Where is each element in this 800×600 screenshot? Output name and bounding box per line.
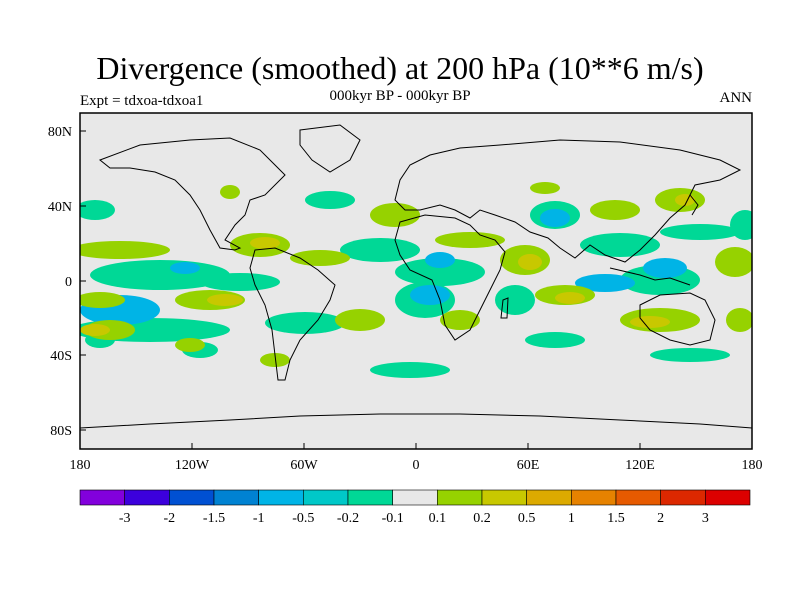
longitude-tick-labels: 180 120W 60W 0 60E 120E 180 <box>70 458 763 473</box>
colorbar-box <box>615 489 661 506</box>
map-title: Divergence (smoothed) at 200 hPa (10**6 … <box>96 50 704 86</box>
colorbar-label: -2 <box>163 511 175 526</box>
colorbar-label: -3 <box>119 511 131 526</box>
colorbar-box <box>258 489 304 506</box>
lon-tick-label: 180 <box>70 458 91 473</box>
colorbar-box <box>437 489 483 506</box>
colorbar <box>79 489 751 506</box>
colorbar-box <box>303 489 349 506</box>
experiment-label: Expt = tdxoa-tdxoa1 <box>80 93 204 109</box>
colorbar-box <box>124 489 170 506</box>
colorbar-label: 2 <box>657 511 664 526</box>
colorbar-label: 1 <box>568 511 575 526</box>
colorbar-box <box>169 489 215 506</box>
lon-tick-label: 0 <box>413 458 420 473</box>
lat-tick-label: 80S <box>50 424 72 439</box>
colorbar-box <box>705 489 751 506</box>
colorbar-label: -0.1 <box>382 511 404 526</box>
coastlines <box>80 124 752 429</box>
lat-tick-label: 80N <box>48 125 72 140</box>
lon-tick-label: 60E <box>517 458 540 473</box>
latitude-tick-labels: 80N 40N 0 40S 80S <box>48 125 72 439</box>
colorbar-box <box>481 489 527 506</box>
colorbar-label: 3 <box>702 511 709 526</box>
lat-tick-label: 40N <box>48 200 72 215</box>
divergence-field <box>80 124 752 429</box>
season-label: ANN <box>719 90 753 106</box>
colorbar-label: -1 <box>253 511 265 526</box>
colorbar-label: 0.5 <box>518 511 536 526</box>
colorbar-box <box>79 489 125 506</box>
colorbar-box <box>392 489 438 506</box>
colorbar-label: -0.5 <box>292 511 314 526</box>
lon-tick-label: 120E <box>625 458 655 473</box>
lat-tick-label: 40S <box>50 349 72 364</box>
colorbar-label: -1.5 <box>203 511 225 526</box>
colorbar-label: 1.5 <box>607 511 625 526</box>
axis-ticks <box>79 130 753 449</box>
colorbar-label: -0.2 <box>337 511 359 526</box>
colorbar-box <box>571 489 617 506</box>
colorbar-label: 0.1 <box>429 511 447 526</box>
colorbar-labels: -3 -2 -1.5 -1 -0.5 -0.2 -0.1 0.1 0.2 0.5 1 1.5 2 3 <box>119 511 709 526</box>
colorbar-box <box>213 489 259 506</box>
colorbar-box <box>347 489 393 506</box>
lon-tick-label: 120W <box>175 458 210 473</box>
positive-divergence-core-regions <box>80 194 695 336</box>
colorbar-label: 0.2 <box>473 511 491 526</box>
map-subtitle: 000kyr BP - 000kyr BP <box>329 88 471 104</box>
lon-tick-label: 180 <box>742 458 763 473</box>
colorbar-box <box>526 489 572 506</box>
colorbar-box <box>660 489 706 506</box>
lat-tick-label: 0 <box>65 275 72 290</box>
lon-tick-label: 60W <box>290 458 318 473</box>
